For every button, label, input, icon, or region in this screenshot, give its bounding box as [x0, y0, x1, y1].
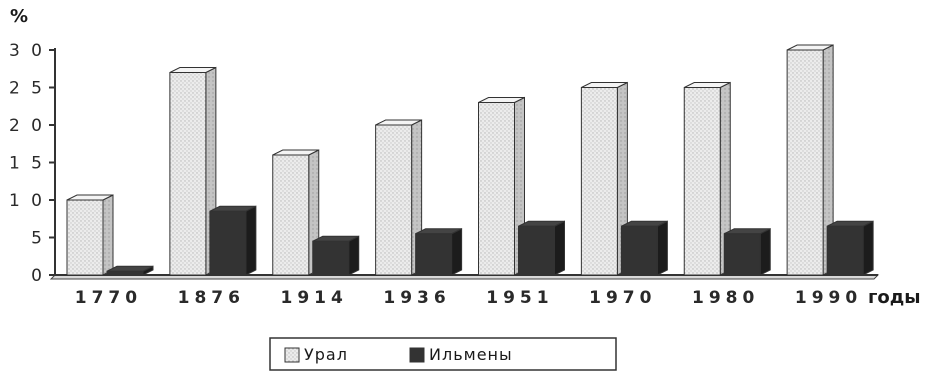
- bar-ural-1980: [683, 81, 731, 276]
- bar-ilmeny-1990: [826, 220, 874, 276]
- bar-ural-1980-front: [683, 87, 721, 276]
- x-tick-label: 1936: [383, 288, 450, 308]
- bar-ilmeny-1970: [620, 220, 668, 276]
- bar-ilmeny-1990-front: [826, 225, 864, 276]
- x-tick-label: 1980: [692, 288, 759, 308]
- bar-ilmeny-1970-side: [656, 220, 668, 276]
- bar-ural-1970-front: [580, 87, 618, 276]
- bar-ilmeny-1770: [106, 265, 154, 276]
- bar-ural-1990-front: [786, 49, 824, 276]
- bar-ilmeny-1951: [518, 220, 565, 276]
- legend-box: [269, 337, 617, 371]
- bar-ilmeny-1951-front: [518, 225, 555, 276]
- bar-ilmeny-1980-side: [759, 227, 771, 276]
- bar-ural-1770: [66, 194, 114, 276]
- y-tick-label: 1 0: [9, 191, 45, 211]
- bar-ilmeny-1936-front: [415, 233, 453, 276]
- bar-ural-1951-front: [478, 102, 515, 276]
- bar-ilmeny-1990-side: [862, 220, 874, 276]
- bar-ilmeny-1980-front: [723, 233, 761, 276]
- bar-ilmeny-1876-side: [245, 205, 257, 276]
- y-tick-label: 3 0: [9, 41, 45, 61]
- bar-ural-1876-front: [169, 72, 207, 276]
- bar-ural-1914-front: [272, 154, 310, 276]
- bar-ural-1914: [272, 149, 320, 276]
- bar-ilmeny-1914-front: [312, 240, 350, 276]
- bar-ilmeny-1970-front: [620, 225, 658, 276]
- bar-ilmeny-1876-front: [209, 210, 247, 276]
- x-axis-title: годы: [868, 287, 921, 308]
- bar-ural-1936-front: [375, 124, 413, 276]
- legend-swatch-ural: [284, 347, 300, 363]
- y-axis-title: %: [10, 6, 28, 27]
- bar-ilmeny-1770-front: [106, 270, 144, 276]
- y-tick-label: 2 5: [9, 79, 45, 99]
- x-tick-label: 1876: [178, 288, 245, 308]
- bar-ilmeny-1914-side: [348, 235, 360, 276]
- bar-ural-1876: [169, 66, 217, 276]
- x-tick-label: 1770: [75, 288, 142, 308]
- y-tick-label: 0: [31, 266, 45, 286]
- bar-ural-1990: [786, 44, 834, 276]
- bar-ural-1770-side: [102, 194, 114, 276]
- legend-label-ilmeny: Ильмены: [429, 345, 513, 364]
- legend-swatch-ilmeny: [409, 347, 425, 363]
- y-tick-label: 5: [31, 229, 45, 249]
- bar-ural-1936: [375, 119, 423, 276]
- bar-ilmeny-1914: [312, 235, 360, 276]
- bar-ural-1970: [580, 81, 628, 276]
- bar-ilmeny-1980: [723, 227, 771, 276]
- x-tick-label: 1914: [281, 288, 348, 308]
- x-tick-label: 1990: [795, 288, 862, 308]
- bar-ilmeny-1936-side: [451, 227, 463, 276]
- x-tick-label: 1951: [486, 288, 553, 308]
- bar-ural-1770-front: [66, 199, 104, 276]
- bar-ilmeny-1876: [209, 205, 257, 276]
- bar-ilmeny-1951-side: [554, 220, 565, 276]
- y-tick-label: 1 5: [9, 154, 45, 174]
- x-tick-label: 1970: [589, 288, 656, 308]
- y-tick-label: 2 0: [9, 116, 45, 136]
- legend-label-ural: Урал: [304, 345, 348, 364]
- bar-ilmeny-1936: [415, 227, 463, 276]
- bar-ural-1951: [478, 96, 525, 276]
